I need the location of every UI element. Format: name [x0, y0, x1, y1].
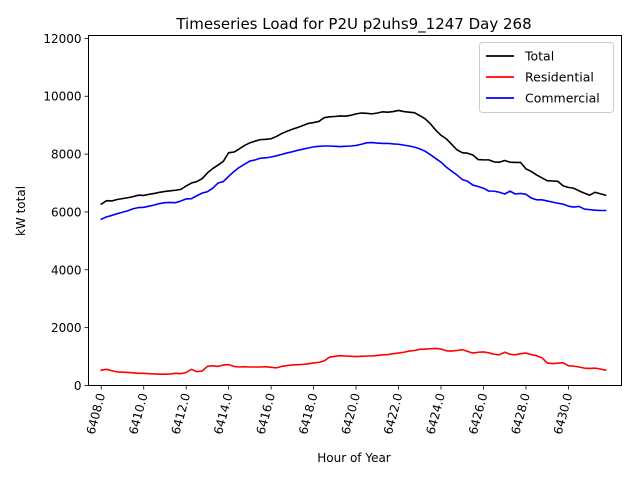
- y-tick-label: 8000: [51, 148, 82, 162]
- legend-label-total: Total: [524, 49, 554, 64]
- legend-label-commercial: Commercial: [525, 91, 600, 106]
- legend-box: [479, 42, 614, 113]
- y-tick-label: 6000: [51, 205, 82, 219]
- y-tick-label: 4000: [51, 263, 82, 277]
- series-line-total: [100, 109, 607, 206]
- y-tick-label: 2000: [51, 321, 82, 335]
- y-tick-label: 0: [74, 379, 82, 393]
- x-axis-label: Hour of Year: [317, 451, 391, 465]
- y-tick-label: 10000: [43, 90, 81, 104]
- y-axis-ticks: 0 2000 4000 6000 8000 10000 12000: [43, 32, 89, 393]
- y-axis-label: kW total: [14, 186, 28, 236]
- legend: Total Residential Commercial: [479, 42, 614, 113]
- series-layer: [100, 109, 607, 376]
- plot-area-frame: [88, 35, 622, 386]
- legend-label-residential: Residential: [525, 70, 594, 85]
- series-line-residential: [100, 347, 607, 376]
- chart-title: Timeseries Load for P2U p2uhs9_1247 Day …: [175, 15, 531, 34]
- series-line-commercial: [100, 141, 607, 221]
- y-tick-label: 12000: [43, 32, 81, 46]
